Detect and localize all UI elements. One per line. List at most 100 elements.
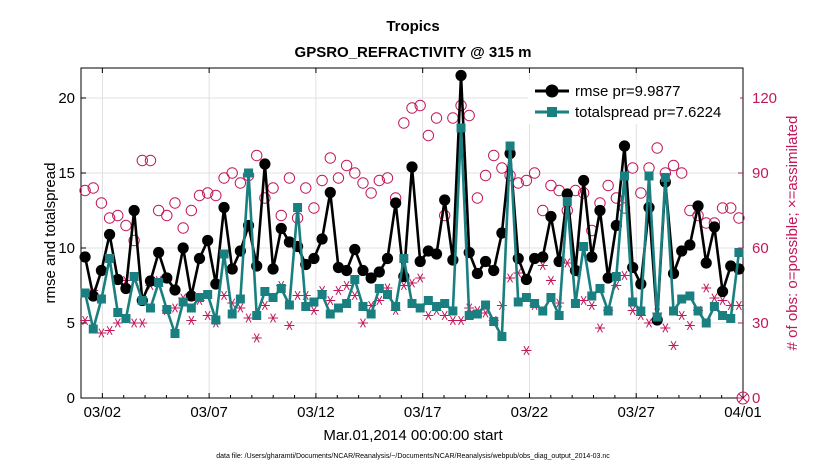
totalspread-marker	[170, 329, 180, 338]
totalspread-marker	[513, 297, 523, 307]
totalspread-marker	[432, 302, 442, 311]
possible-obs-marker	[185, 204, 198, 217]
y-axis-label: rmse and totalspread	[42, 163, 59, 304]
rmse-marker	[308, 252, 320, 265]
rmse-marker	[455, 69, 467, 82]
assimilated-obs-marker	[594, 323, 605, 333]
chart-subtitle: GPSRO_REFRACTIVITY @ 315 m	[295, 44, 532, 61]
possible-obs-marker	[357, 177, 369, 189]
rmse-marker	[365, 272, 377, 284]
assimilated-obs-marker	[251, 333, 262, 343]
rmse-marker	[169, 284, 181, 296]
totalspread-marker	[227, 309, 237, 319]
possible-obs-marker	[201, 187, 214, 199]
possible-obs-marker	[283, 172, 296, 184]
assimilated-obs-marker	[439, 310, 450, 321]
assimilated-obs-marker	[684, 320, 695, 331]
totalspread-marker	[235, 294, 245, 304]
assimilated-obs-marker	[137, 318, 148, 328]
assimilated-obs-marker	[545, 275, 556, 286]
rmse-marker	[349, 243, 361, 256]
rmse-marker	[112, 273, 124, 286]
totalspread-marker	[399, 254, 409, 263]
totalspread-marker	[440, 299, 450, 308]
totalspread-marker	[603, 306, 613, 316]
rmse-marker	[733, 263, 745, 275]
totalspread-marker	[88, 324, 98, 334]
totalspread-marker	[636, 306, 646, 316]
rmse-marker	[414, 255, 426, 268]
totalspread-marker	[358, 302, 368, 311]
legend-spread-label: totalspread pr=7.6224	[575, 104, 721, 121]
plot-frame	[80, 67, 744, 399]
rmse-marker	[283, 236, 296, 248]
possible-obs-marker	[537, 204, 549, 217]
possible-obs-marker	[226, 167, 238, 179]
possible-obs-marker	[218, 172, 230, 184]
totalspread-marker	[554, 311, 564, 320]
rmse-marker	[684, 239, 696, 251]
totalspread-marker	[252, 311, 262, 320]
rmse-marker	[316, 233, 328, 245]
possible-obs-marker	[406, 102, 418, 114]
y2-tick-label: 0	[752, 390, 760, 407]
totalspread-marker	[701, 318, 711, 328]
totalspread-marker	[415, 303, 425, 313]
rmse-marker	[618, 140, 631, 152]
totalspread-marker	[472, 309, 482, 319]
totalspread-marker	[293, 203, 303, 212]
possible-obs-marker	[275, 209, 287, 222]
totalspread-marker	[129, 272, 139, 281]
possible-obs-marker	[381, 172, 394, 184]
totalspread-marker	[162, 305, 172, 314]
assimilated-obs-marker	[668, 340, 679, 351]
rmse-marker	[390, 197, 402, 209]
possible-obs-marker	[488, 149, 500, 162]
totalspread-marker	[195, 293, 205, 302]
rmse-marker	[226, 263, 238, 275]
totalspread-marker	[276, 284, 286, 293]
assimilated-obs-marker	[619, 270, 630, 281]
totalspread-marker	[530, 299, 540, 308]
y2-tick-label: 120	[752, 90, 777, 107]
rmse-marker	[716, 285, 729, 298]
rmse-marker	[341, 264, 353, 277]
totalspread-marker	[619, 171, 629, 181]
totalspread-marker	[652, 312, 662, 322]
assimilated-obs-marker	[733, 300, 744, 311]
y2-tick-label: 60	[752, 240, 769, 257]
rmse-marker	[202, 234, 214, 247]
rmse-marker	[218, 201, 230, 214]
possible-obs-marker	[144, 154, 157, 167]
possible-obs-marker	[103, 212, 116, 224]
rmse-marker	[667, 267, 680, 280]
assimilated-obs-marker	[333, 285, 344, 296]
rmse-marker	[381, 252, 394, 265]
assimilated-obs-marker	[284, 320, 295, 331]
possible-obs-marker	[128, 234, 140, 247]
rmse-marker	[635, 278, 647, 290]
totalspread-marker	[587, 291, 597, 301]
totalspread-marker	[456, 123, 466, 133]
totalspread-marker	[505, 141, 515, 151]
rmse-marker	[161, 272, 173, 284]
totalspread-marker	[546, 293, 556, 302]
totalspread-marker	[644, 171, 654, 181]
totalspread-marker	[464, 311, 474, 320]
totalspread-marker	[342, 299, 352, 308]
rmse-marker	[120, 282, 132, 295]
assimilated-obs-marker	[202, 310, 213, 321]
possible-obs-marker	[169, 197, 181, 209]
possible-obs-marker	[520, 174, 533, 187]
possible-obs-marker	[373, 174, 386, 187]
assimilated-obs-marker	[259, 300, 270, 311]
rmse-marker	[561, 188, 573, 200]
rmse-marker	[512, 252, 524, 265]
possible-obs-marker	[177, 222, 189, 234]
totalspread-marker	[481, 300, 491, 310]
totalspread-marker	[628, 297, 638, 307]
totalspread-marker	[709, 302, 719, 311]
possible-obs-marker	[496, 162, 508, 174]
legend-rmse-label: rmse pr=9.9877	[575, 83, 680, 100]
x-tick-label: 03/07	[190, 404, 228, 421]
